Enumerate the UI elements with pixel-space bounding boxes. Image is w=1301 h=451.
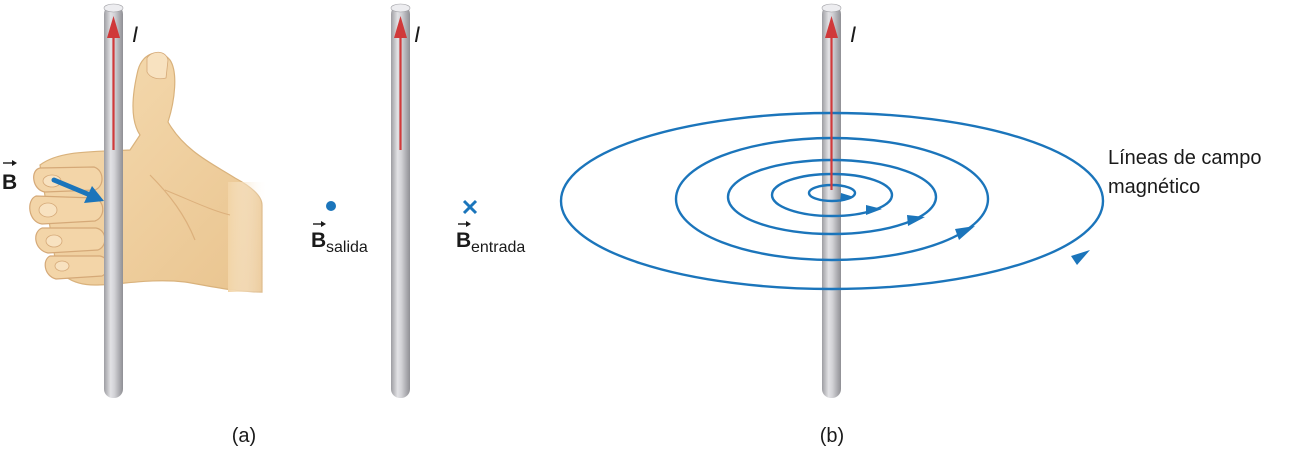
field-line-arrowheads <box>840 193 1090 265</box>
field-lines-caption-line1: Líneas de campo <box>1108 147 1261 169</box>
field-arrow-2 <box>866 205 882 215</box>
field-in-subscript: entrada <box>471 239 525 256</box>
current-label-b: I <box>850 22 856 47</box>
field-in-label: B entrada <box>456 221 525 256</box>
field-symbol-a-text: B <box>2 171 17 194</box>
panel-label-a: (a) <box>232 425 256 447</box>
field-in-symbol: B <box>456 229 471 252</box>
current-arrow-a <box>107 16 120 150</box>
current-label-middle: I <box>414 22 420 47</box>
cross-into-page-icon <box>462 199 478 215</box>
panel-label-b: (b) <box>820 425 844 447</box>
field-arrow-4 <box>955 226 975 240</box>
dot-out-of-page-icon <box>326 201 336 211</box>
wire-middle <box>391 5 410 398</box>
field-out-label: B salida <box>311 221 368 256</box>
current-label-a: I <box>132 22 138 47</box>
field-out-subscript: salida <box>326 239 368 256</box>
right-hand-thumbs-up-icon <box>29 51 268 293</box>
field-out-symbol: B <box>311 229 326 252</box>
field-arrow-1 <box>840 193 854 202</box>
current-arrow-b <box>825 16 838 190</box>
field-symbol-a: B <box>2 160 17 194</box>
field-arrow-5 <box>1071 250 1090 265</box>
field-arrow-3 <box>907 215 925 226</box>
wire-a <box>104 5 123 398</box>
field-arrow-hand <box>51 177 104 203</box>
field-lines-caption-line2: magnético <box>1108 176 1200 198</box>
current-arrow-middle <box>394 16 407 150</box>
